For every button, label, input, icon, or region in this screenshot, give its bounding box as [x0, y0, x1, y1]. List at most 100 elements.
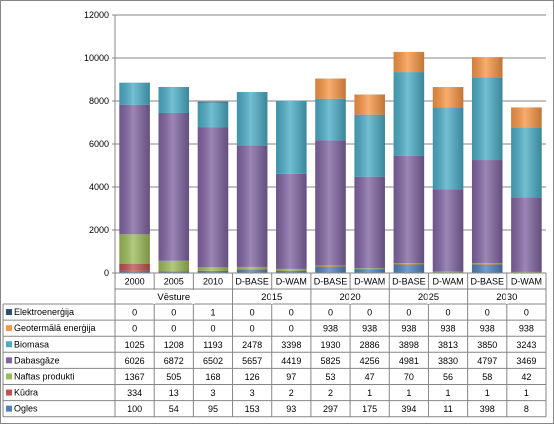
- bar-segment-shading: [276, 100, 307, 174]
- bar-segment-shading: [236, 266, 268, 270]
- bar-segment-shading: [158, 271, 190, 273]
- x-category-label: 2000: [125, 277, 145, 287]
- legend-label-geotermala-energija: Geotermālā enerģija: [14, 323, 96, 333]
- bar-segment-shading: [511, 127, 542, 198]
- table-value: 0: [524, 308, 529, 318]
- bar-segment-shading: [236, 145, 268, 267]
- bar-segment-shading: [276, 173, 307, 269]
- bar-segment-shading: [197, 101, 229, 103]
- bar-segment-shading: [393, 264, 425, 273]
- bar-segment-shading: [354, 176, 385, 269]
- table-value: 0: [446, 308, 451, 318]
- table-value: 3: [250, 388, 255, 398]
- bar-segment-shading: [158, 271, 190, 273]
- bar-segment-shading: [276, 271, 307, 273]
- table-value: 58: [482, 372, 492, 382]
- table-value: 938: [362, 324, 377, 334]
- table-value: 0: [171, 324, 176, 334]
- bar-segment-shading: [471, 264, 503, 265]
- x-category-label: D-BASE: [314, 277, 348, 287]
- bar-segment-shading: [236, 92, 268, 146]
- table-value: 95: [208, 404, 218, 414]
- y-tick-label: 8000: [89, 96, 109, 106]
- table-value: 8: [524, 404, 529, 414]
- table-value: 3: [210, 388, 215, 398]
- table-value: 0: [132, 324, 137, 334]
- table-value: 0: [210, 324, 215, 334]
- table-value: 6502: [203, 356, 223, 366]
- bar-segment-shading: [315, 140, 346, 266]
- group-cell-merge: [505, 290, 508, 304]
- table-value: 394: [401, 404, 416, 414]
- table-value: 3398: [281, 340, 301, 350]
- table-value: 3898: [399, 340, 419, 350]
- table-value: 3850: [477, 340, 497, 350]
- group-cell-merge: [270, 290, 273, 304]
- table-value: 1930: [320, 340, 340, 350]
- bar-segment-shading: [119, 82, 150, 105]
- y-tick-label: 6000: [89, 139, 109, 149]
- x-category-label: D-BASE: [470, 277, 504, 287]
- y-tick-label: 4000: [89, 182, 109, 192]
- table-value: 2: [328, 388, 333, 398]
- legend-key-naftas-produkti: [6, 373, 12, 380]
- bar-segment-shading: [276, 270, 307, 272]
- bar-segment-shading: [393, 264, 425, 266]
- bar-segment-shading: [158, 86, 190, 113]
- y-tick-label: 12000: [84, 10, 109, 20]
- bar-segment-shading: [236, 269, 268, 273]
- table-value: 1025: [125, 340, 145, 350]
- table-value: 5657: [242, 356, 262, 366]
- table-value: 938: [480, 324, 495, 334]
- table-value: 0: [250, 324, 255, 334]
- table-value: 1367: [125, 372, 145, 382]
- bar-segment-shading: [236, 269, 268, 271]
- bar-segment-shading: [471, 160, 503, 264]
- group-cell-merge: [427, 290, 430, 304]
- bar-segment-shading: [315, 98, 346, 141]
- bar-segment-shading: [471, 263, 503, 265]
- table-value: 1: [446, 388, 451, 398]
- x-category-label: 2005: [164, 277, 184, 287]
- table-value: 0: [250, 308, 255, 318]
- group-cell-merge: [192, 290, 195, 304]
- table-value: 398: [480, 404, 495, 414]
- bar-segment-shading: [315, 266, 346, 268]
- x-category-label: D-WAM: [511, 277, 542, 287]
- group-cell-merge: [349, 290, 352, 304]
- legend-label-naftas-produkti: Naftas produkti: [14, 371, 75, 381]
- table-value: 938: [401, 324, 416, 334]
- table-value: 0: [367, 308, 372, 318]
- legend-label-elektroenergija: Elektroenerģija: [14, 307, 74, 317]
- bar-segment-shading: [393, 263, 425, 265]
- bar-segment-shading: [471, 264, 503, 273]
- y-tick-label: 10000: [84, 53, 109, 63]
- x-group-label: Vēsture: [157, 292, 190, 303]
- bar-segment-shading: [119, 270, 150, 273]
- legend-key-ogles: [6, 405, 12, 412]
- table-value: 1: [406, 388, 411, 398]
- data-table: 2000 2005 2010 D-BASE D-WAM D-BASE D-WAM D-BASE…: [2, 272, 547, 418]
- table-value: 4256: [360, 356, 380, 366]
- bar-segment-shading: [393, 155, 425, 264]
- table-value: 4981: [399, 356, 419, 366]
- table-value: 3243: [516, 340, 536, 350]
- group-cell-merge: [153, 290, 156, 304]
- table-value: 4797: [477, 356, 497, 366]
- x-category-label: D-WAM: [354, 277, 385, 287]
- bar-segment-shading: [432, 271, 464, 273]
- table-value: 505: [166, 372, 181, 382]
- legend-label-kudra: Kūdra: [14, 388, 38, 398]
- table-value: 0: [289, 324, 294, 334]
- legend-key-kudra: [6, 389, 12, 396]
- table-value: 0: [406, 308, 411, 318]
- table-value: 97: [286, 372, 296, 382]
- bar-segment-shading: [197, 127, 229, 268]
- legend-key-biomasa: [6, 341, 12, 348]
- bar-segment-shading: [315, 266, 346, 273]
- table-value: 6872: [164, 356, 184, 366]
- table-value: 93: [286, 404, 296, 414]
- table-value: 0: [328, 308, 333, 318]
- bar-segment-shading: [315, 78, 346, 99]
- bar-segment-shading: [354, 94, 385, 115]
